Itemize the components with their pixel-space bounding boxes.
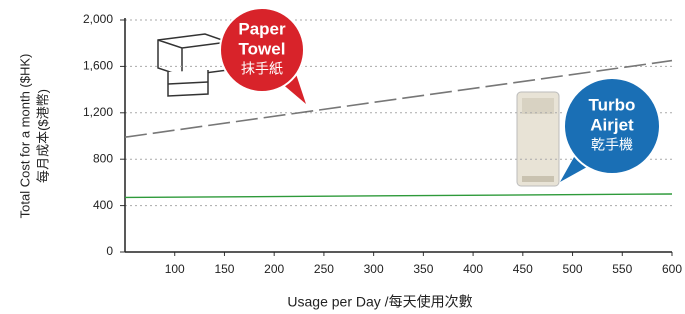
paper-towel-icon — [158, 34, 228, 96]
y-axis-title: 每月成本($港幣) — [35, 89, 50, 183]
x-tick-label: 150 — [214, 262, 234, 276]
x-tick-label: 600 — [662, 262, 682, 276]
annotation-text: Airjet — [590, 115, 634, 134]
y-tick-label: 2,000 — [83, 12, 113, 26]
annotation-text: Paper — [238, 19, 286, 38]
y-tick-label: 800 — [93, 151, 113, 165]
x-tick-label: 450 — [513, 262, 533, 276]
x-tick-label: 350 — [413, 262, 433, 276]
x-tick-label: 200 — [264, 262, 284, 276]
x-tick-label: 250 — [314, 262, 334, 276]
annotation-text: 乾手機 — [591, 137, 633, 153]
x-tick-label: 100 — [165, 262, 185, 276]
annotation-text: 抹手紙 — [241, 61, 283, 77]
y-tick-label: 400 — [93, 198, 113, 212]
y-tick-label: 0 — [106, 244, 113, 258]
chart: Usage per Day /每天使用次數 Total Cost for a m… — [0, 0, 685, 314]
annotation-text: Towel — [239, 39, 286, 58]
annotation-text: Turbo — [589, 95, 636, 114]
y-tick-label: 1,200 — [83, 105, 113, 119]
x-tick-label: 300 — [364, 262, 384, 276]
x-tick-label: 500 — [563, 262, 583, 276]
x-tick-label: 400 — [463, 262, 483, 276]
y-axis-title: Total Cost for a month ($HK) — [17, 54, 32, 219]
airjet-icon — [517, 92, 559, 186]
x-axis-title: Usage per Day /每天使用次數 — [287, 294, 472, 310]
y-tick-label: 1,600 — [83, 59, 113, 73]
series-line — [125, 194, 672, 197]
x-tick-label: 550 — [612, 262, 632, 276]
